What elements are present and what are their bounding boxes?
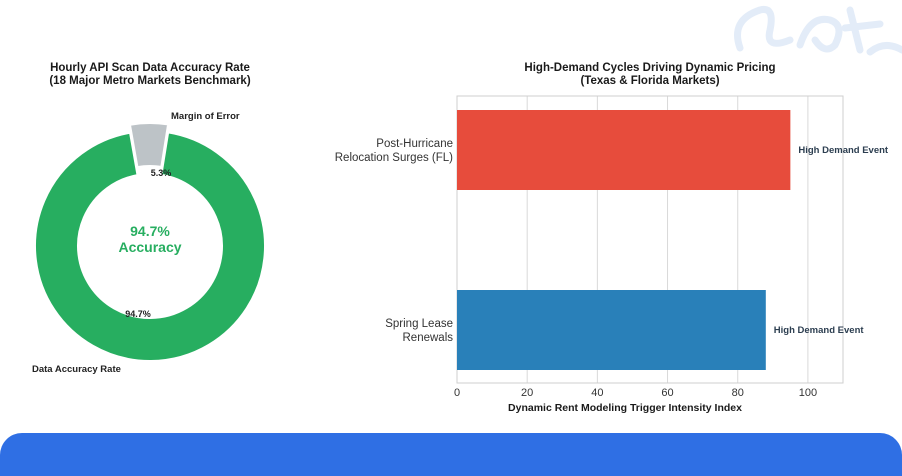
donut-center-label: Accuracy [118, 239, 181, 255]
decorative-watermark [734, 5, 902, 56]
x-tick-label: 60 [661, 387, 673, 399]
donut-chart-title: Hourly API Scan Data Accuracy Rate (18 M… [49, 62, 251, 87]
bottom-banner [0, 433, 902, 476]
donut-pct-label-accuracy: 94.7% [125, 309, 151, 319]
bar-annotation-1: High Demand Event [774, 325, 865, 336]
x-axis-label: Dynamic Rent Modeling Trigger Intensity … [508, 402, 742, 414]
donut-pct-label-margin: 5.3% [151, 168, 172, 178]
donut-center-value: 94.7% [130, 223, 170, 239]
x-tick-label: 40 [591, 387, 603, 399]
plot-frame [456, 95, 844, 384]
bar-annotation-0: High Demand Event [798, 145, 889, 156]
x-tick-label: 100 [799, 387, 817, 399]
bar-chart-title: High-Demand Cycles Driving Dynamic Prici… [524, 62, 776, 87]
bar-1 [457, 290, 766, 370]
category-label-1: Spring Lease Renewals [385, 318, 453, 344]
category-label-0: Post-Hurricane Relocation Surges (FL) [335, 138, 453, 164]
donut-slice-margin [128, 122, 170, 169]
x-tick-label: 0 [454, 387, 460, 399]
donut-slice-label-accuracy: Data Accuracy Rate [32, 364, 121, 375]
x-tick-label: 20 [521, 387, 533, 399]
bar-0 [457, 110, 791, 190]
donut-slice-accuracy [34, 131, 266, 362]
donut-slice-label-margin: Margin of Error [171, 111, 240, 122]
x-tick-label: 80 [732, 387, 744, 399]
